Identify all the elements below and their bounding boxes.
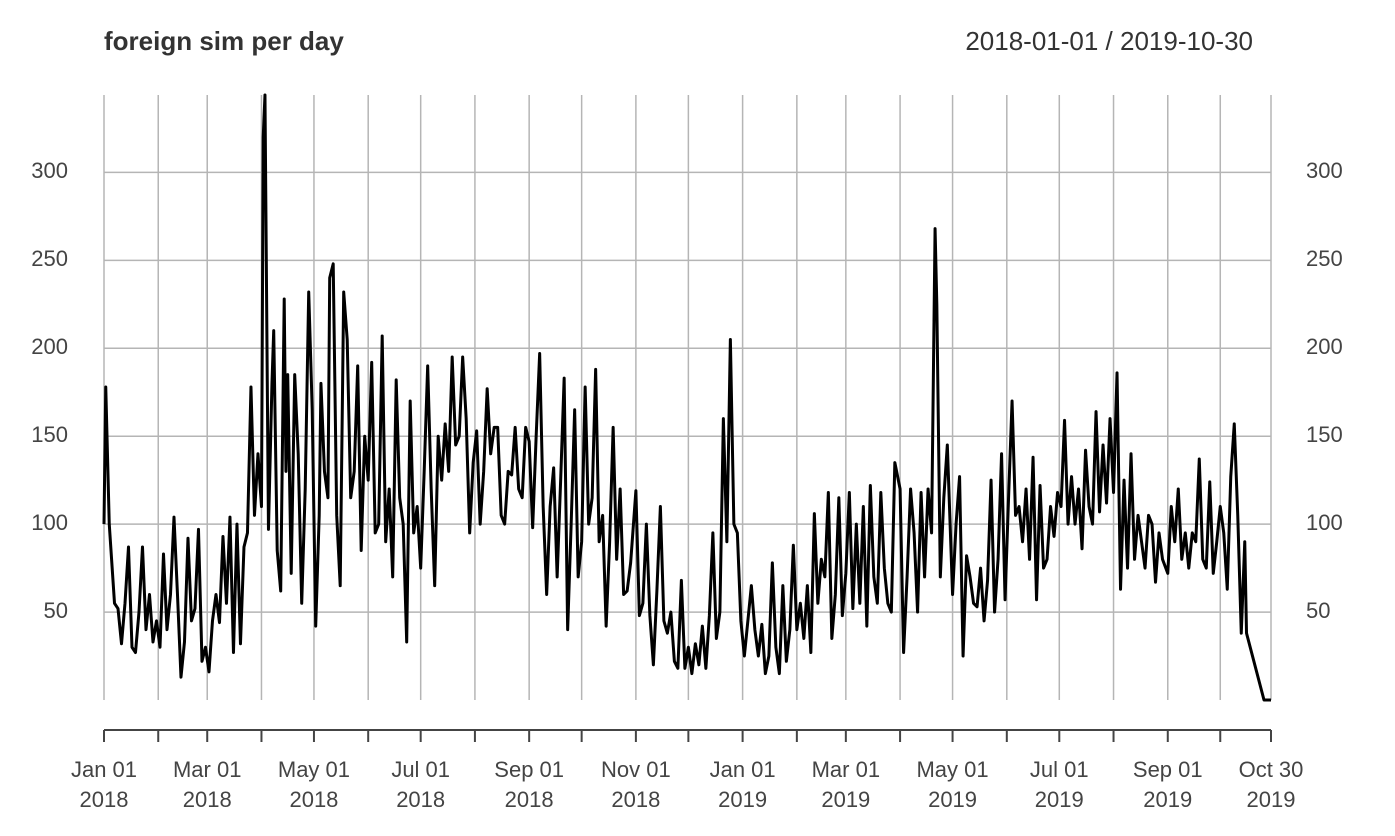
x-tick-label: Jul 01 2018 xyxy=(391,757,451,812)
x-tick-label: Jan 01 2019 xyxy=(709,757,776,812)
y-tick-label-right: 150 xyxy=(1306,422,1343,447)
y-tick-label: 250 xyxy=(31,246,68,271)
chart-title: foreign sim per day xyxy=(104,26,344,56)
y-tick-label-right: 50 xyxy=(1306,598,1330,623)
x-tick-label: Oct 30 2019 xyxy=(1238,757,1304,812)
x-tick-label: May 01 2018 xyxy=(277,757,351,812)
x-tick-label: Nov 01 2018 xyxy=(601,757,671,812)
y-tick-label: 150 xyxy=(31,422,68,447)
x-tick-label: Sep 01 2019 xyxy=(1132,757,1203,812)
x-tick-label: Sep 01 2018 xyxy=(494,757,565,812)
x-tick-label: Jul 01 2019 xyxy=(1029,757,1089,812)
x-tick-label: Mar 01 2019 xyxy=(811,757,881,812)
x-tick-label: Mar 01 2018 xyxy=(172,757,242,812)
y-tick-label-right: 200 xyxy=(1306,334,1343,359)
y-tick-label-right: 250 xyxy=(1306,246,1343,271)
y-tick-label-right: 100 xyxy=(1306,510,1343,535)
x-tick-label: May 01 2019 xyxy=(916,757,989,812)
y-tick-label: 200 xyxy=(31,334,68,359)
y-tick-label: 50 xyxy=(44,598,68,623)
y-tick-label: 100 xyxy=(31,510,68,535)
data-line xyxy=(102,93,1271,702)
y-tick-label: 300 xyxy=(31,158,68,183)
x-tick-label: Jan 01 2018 xyxy=(70,757,138,812)
chart-subtitle: 2018-01-01 / 2019-10-30 xyxy=(965,26,1253,56)
y-tick-label-right: 300 xyxy=(1306,158,1343,183)
